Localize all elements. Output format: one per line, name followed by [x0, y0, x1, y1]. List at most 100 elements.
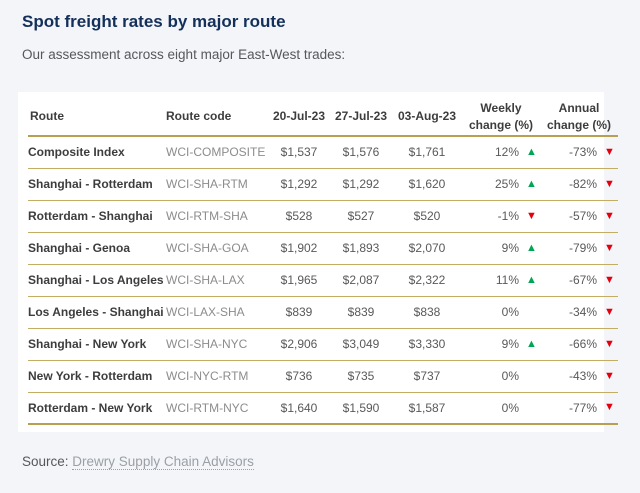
- change-percent: 9%: [501, 241, 519, 255]
- route-name-cell: Rotterdam - Shanghai: [28, 200, 166, 233]
- rate-cell-date-3: $838: [392, 296, 462, 329]
- weekly-change-cell: 0%: [462, 392, 540, 425]
- rate-cell-date-1: $1,902: [268, 232, 330, 265]
- rate-cell-date-2: $527: [330, 200, 392, 233]
- header-row: Route Route code 20-Jul-23 27-Jul-23 03-…: [28, 98, 618, 137]
- rate-cell-date-3: $1,587: [392, 392, 462, 425]
- rate-cell-date-3: $1,620: [392, 168, 462, 201]
- weekly-change-cell: -1% ▼: [462, 200, 540, 233]
- down-arrow-icon: ▼: [604, 209, 615, 222]
- change-percent: 12%: [494, 145, 519, 160]
- table-row: Los Angeles - Shanghai WCI-LAX-SHA $839 $83…: [28, 296, 618, 329]
- up-arrow-icon: ▲: [526, 145, 537, 158]
- source-line: Source: Drewry Supply Chain Advisors: [18, 454, 622, 470]
- route-code-cell: WCI-SHA-RTM: [166, 168, 268, 201]
- table-row: Composite Index WCI-COMPOSITE $1,537 $1,576…: [28, 136, 618, 169]
- down-arrow-icon: ▼: [604, 273, 615, 286]
- up-arrow-icon: ▲: [526, 177, 537, 190]
- table-row: Rotterdam - Shanghai WCI-RTM-SHA $528 $527 $…: [28, 200, 618, 233]
- route-name-cell: Composite Index: [28, 136, 166, 169]
- change-percent: -1%: [497, 209, 519, 223]
- change-percent: 0%: [501, 400, 519, 415]
- table-row: Shanghai - New York WCI-SHA-NYC $2,906 $3,0…: [28, 328, 618, 361]
- route-name-cell: Shanghai - Rotterdam: [28, 168, 166, 201]
- annual-change-cell: -79% ▼: [540, 232, 618, 265]
- table-row: Shanghai - Los Angeles WCI-SHA-LAX $1,965 $…: [28, 264, 618, 297]
- rate-cell-date-3: $1,761: [392, 136, 462, 169]
- table-row: Rotterdam - New York WCI-RTM-NYC $1,640 $1,…: [28, 392, 618, 425]
- down-arrow-icon: ▼: [604, 337, 615, 350]
- rate-cell-date-2: $839: [330, 296, 392, 329]
- rate-cell-date-3: $2,070: [392, 232, 462, 265]
- change-percent: -77%: [568, 400, 597, 415]
- route-name-cell: Shanghai - New York: [28, 328, 166, 361]
- down-arrow-icon: ▼: [604, 305, 615, 318]
- route-code-cell: WCI-SHA-GOA: [166, 232, 268, 265]
- col-header-date-1: 20-Jul-23: [268, 98, 330, 137]
- change-percent: -82%: [568, 177, 597, 191]
- change-percent: 11%: [495, 273, 519, 287]
- rate-cell-date-2: $735: [330, 360, 392, 393]
- rate-cell-date-3: $520: [392, 200, 462, 233]
- route-code-cell: WCI-RTM-SHA: [166, 200, 268, 233]
- source-label: Source:: [22, 454, 69, 469]
- page-title: Spot freight rates by major route: [22, 12, 286, 31]
- annual-change-cell: -82% ▼: [540, 168, 618, 201]
- annual-change-cell: -43% ▼: [540, 360, 618, 393]
- col-header-weekly-change: Weekly change (%): [462, 98, 540, 137]
- page-subtitle: Our assessment across eight major East-W…: [22, 47, 346, 62]
- source-link[interactable]: Drewry Supply Chain Advisors: [72, 454, 254, 470]
- change-percent: 9%: [501, 337, 519, 351]
- rate-cell-date-1: $1,292: [268, 168, 330, 201]
- annual-change-cell: -67% ▼: [540, 264, 618, 297]
- page: Spot freight rates by major route Our as…: [18, 12, 622, 470]
- down-arrow-icon: ▼: [526, 209, 537, 222]
- table-row: New York - Rotterdam WCI-NYC-RTM $736 $735 $…: [28, 360, 618, 393]
- rate-cell-date-2: $3,049: [330, 328, 392, 361]
- change-percent: -67%: [568, 273, 597, 287]
- down-arrow-icon: ▼: [604, 401, 615, 414]
- rate-cell-date-2: $1,590: [330, 392, 392, 425]
- table-row: Shanghai - Genoa WCI-SHA-GOA $1,902 $1,893 $…: [28, 232, 618, 265]
- change-percent: -34%: [568, 305, 597, 319]
- change-percent: 0%: [501, 369, 519, 383]
- down-arrow-icon: ▼: [604, 369, 615, 382]
- annual-change-cell: -77% ▼: [540, 392, 618, 425]
- rate-cell-date-1: $1,640: [268, 392, 330, 425]
- route-code-cell: WCI-NYC-RTM: [166, 360, 268, 393]
- change-percent: -43%: [568, 369, 597, 383]
- annual-change-cell: -73% ▼: [540, 136, 618, 169]
- route-code-cell: WCI-RTM-NYC: [166, 392, 268, 425]
- change-percent: -79%: [568, 241, 597, 255]
- col-header-date-2: 27-Jul-23: [330, 98, 392, 137]
- weekly-change-cell: 0%: [462, 360, 540, 393]
- rates-table: Route Route code 20-Jul-23 27-Jul-23 03-…: [28, 98, 618, 425]
- rate-cell-date-2: $1,576: [330, 136, 392, 169]
- table-row: Shanghai - Rotterdam WCI-SHA-RTM $1,292 $1,…: [28, 168, 618, 201]
- rates-table-header: Route Route code 20-Jul-23 27-Jul-23 03-…: [28, 98, 618, 137]
- weekly-change-cell: 11% ▲: [462, 264, 540, 297]
- annual-change-cell: -57% ▼: [540, 200, 618, 233]
- rate-cell-date-1: $528: [268, 200, 330, 233]
- weekly-change-cell: 25% ▲: [462, 168, 540, 201]
- route-name-cell: Los Angeles - Shanghai: [28, 296, 166, 329]
- col-header-annual-change: Annual change (%): [540, 98, 618, 137]
- col-header-date-3: 03-Aug-23: [392, 98, 462, 137]
- up-arrow-icon: ▲: [526, 337, 537, 350]
- change-percent: -57%: [568, 209, 597, 223]
- col-header-route-code: Route code: [166, 98, 268, 137]
- rate-cell-date-3: $3,330: [392, 328, 462, 361]
- annual-change-cell: -34% ▼: [540, 296, 618, 329]
- change-percent: -66%: [568, 337, 597, 351]
- route-name-cell: Rotterdam - New York: [28, 392, 166, 425]
- rate-cell-date-1: $2,906: [268, 328, 330, 361]
- change-percent: 25%: [494, 177, 519, 191]
- change-percent: -73%: [568, 145, 597, 160]
- col-header-route: Route: [28, 98, 166, 137]
- rate-cell-date-3: $737: [392, 360, 462, 393]
- change-percent: 0%: [501, 305, 519, 319]
- rates-table-card: Route Route code 20-Jul-23 27-Jul-23 03-…: [18, 92, 618, 432]
- route-name-cell: Shanghai - Genoa: [28, 232, 166, 265]
- rate-cell-date-3: $2,322: [392, 264, 462, 297]
- rate-cell-date-1: $736: [268, 360, 330, 393]
